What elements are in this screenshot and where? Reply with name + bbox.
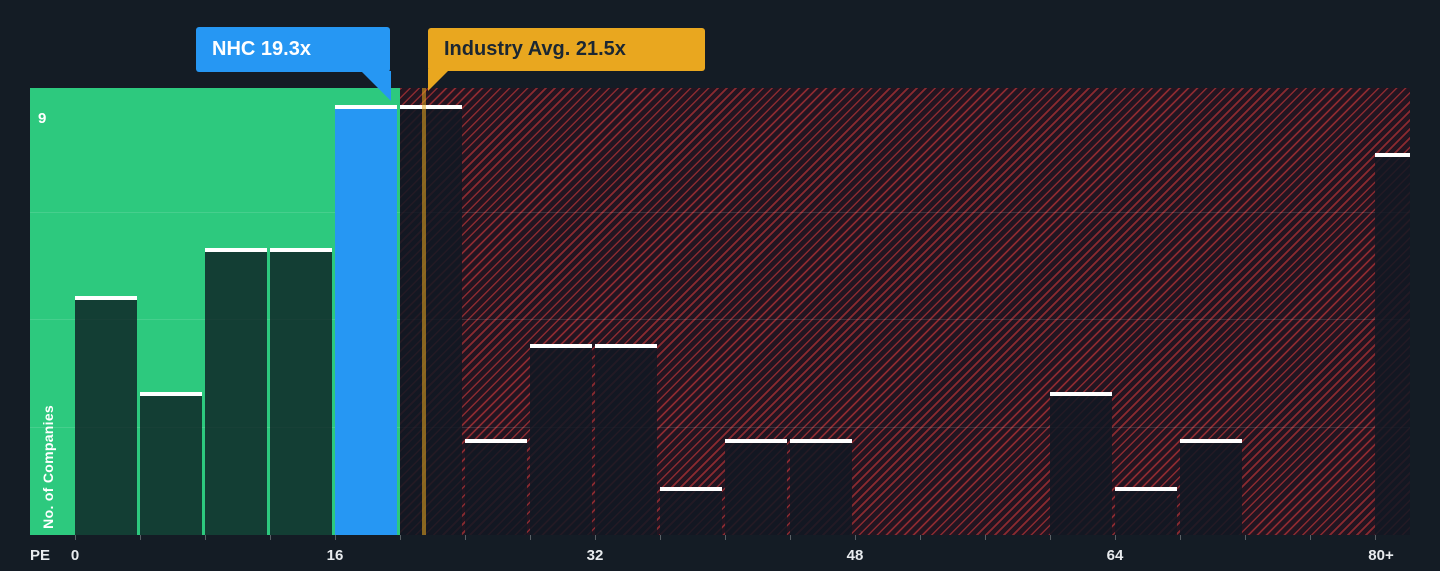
minor-tick — [1375, 535, 1376, 540]
bar-pe-60-64 — [1050, 392, 1112, 535]
industry-average-callout[interactable]: Industry Avg. 21.5x — [428, 28, 705, 71]
gridline — [30, 212, 1410, 213]
minor-tick — [140, 535, 141, 540]
industry-callout-pointer — [428, 69, 450, 91]
x-tick-16: 16 — [326, 547, 344, 564]
company-callout[interactable]: NHC 19.3x — [196, 27, 390, 72]
minor-tick — [465, 535, 466, 540]
y-max-label: 9 — [38, 110, 47, 127]
company-callout-pointer — [361, 71, 391, 101]
minor-tick — [1050, 535, 1051, 540]
plot-area: 9 No. of Companies — [30, 88, 1410, 535]
minor-tick — [1115, 535, 1116, 540]
bar-pe-32-36 — [595, 344, 657, 535]
bar-pe-4-8 — [140, 392, 202, 535]
minor-tick — [660, 535, 661, 540]
x-axis: PE 0 16 32 48 64 80+ — [0, 547, 1440, 571]
minor-tick — [335, 535, 336, 540]
minor-tick — [1310, 535, 1311, 540]
minor-tick — [205, 535, 206, 540]
bar-pe-8-12 — [205, 248, 267, 535]
x-tick-32: 32 — [586, 547, 604, 564]
minor-tick — [790, 535, 791, 540]
bar-pe-28-32 — [530, 344, 592, 535]
industry-average-line — [422, 88, 426, 535]
minor-tick — [725, 535, 726, 540]
bar-pe-68-72 — [1180, 439, 1242, 535]
bar-pe-16-20 — [335, 105, 397, 535]
minor-tick — [920, 535, 921, 540]
x-tick-80: 80+ — [1368, 547, 1394, 564]
minor-tick — [75, 535, 76, 540]
minor-tick — [595, 535, 596, 540]
bar-pe-0-4 — [75, 296, 137, 535]
gridline — [30, 427, 1410, 428]
x-tick-48: 48 — [846, 547, 864, 564]
x-axis-minor-ticks — [0, 535, 1440, 542]
bar-pe-44-48 — [790, 439, 852, 535]
minor-tick — [985, 535, 986, 540]
gridline — [30, 319, 1410, 320]
y-axis-label: No. of Companies — [40, 405, 56, 529]
minor-tick — [1180, 535, 1181, 540]
bar-pe-36-40 — [660, 487, 722, 535]
bar-pe-12-16 — [270, 248, 332, 535]
x-tick-64: 64 — [1106, 547, 1124, 564]
minor-tick — [855, 535, 856, 540]
bar-pe-80+ — [1375, 153, 1410, 535]
bars-layer — [30, 88, 1410, 535]
minor-tick — [530, 535, 531, 540]
minor-tick — [270, 535, 271, 540]
x-tick-0: 0 — [70, 547, 80, 564]
company-callout-label: NHC 19.3x — [212, 38, 311, 60]
bar-pe-40-44 — [725, 439, 787, 535]
x-axis-prefix: PE — [30, 547, 51, 564]
bar-pe-64-68 — [1115, 487, 1177, 535]
industry-callout-label: Industry Avg. 21.5x — [444, 38, 626, 60]
bar-pe-24-28 — [465, 439, 527, 535]
bar-pe-20-24 — [400, 105, 462, 535]
minor-tick — [400, 535, 401, 540]
minor-tick — [1245, 535, 1246, 540]
